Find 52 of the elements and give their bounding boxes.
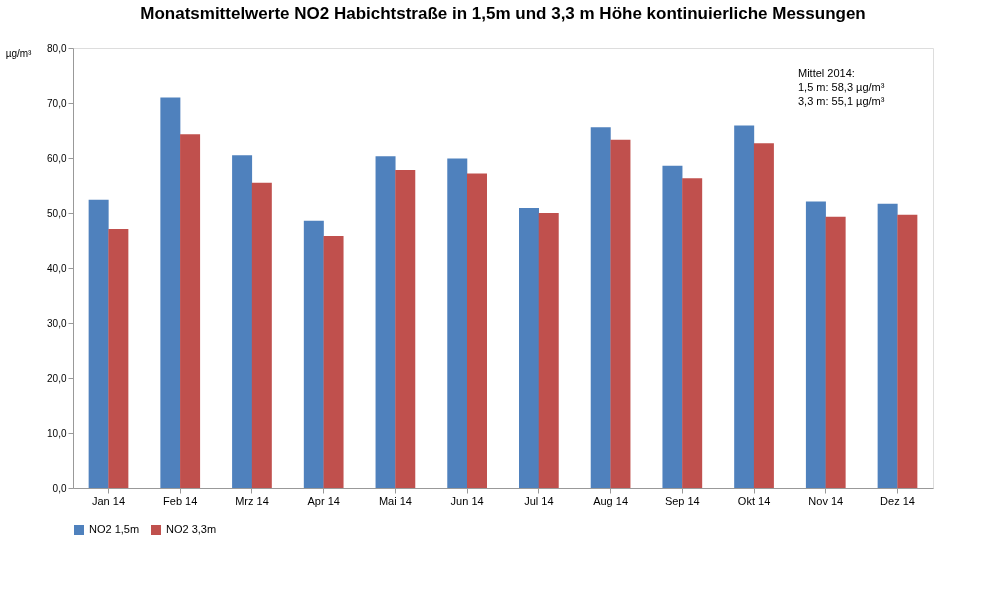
- y-tick-label: 70,0: [47, 97, 67, 109]
- bar: [303, 220, 324, 488]
- bar: [232, 155, 253, 488]
- bar: [662, 165, 683, 488]
- bar: [447, 158, 468, 488]
- y-tick-label: 0,0: [52, 482, 67, 494]
- bar: [897, 214, 918, 488]
- bar: [519, 208, 539, 488]
- y-tick-label: 60,0: [47, 152, 67, 164]
- x-tick-label: Okt 14: [737, 494, 771, 507]
- y-tick-label: 10,0: [47, 427, 67, 439]
- bar: [538, 213, 559, 488]
- bar: [251, 182, 272, 488]
- y-tick-label: 30,0: [47, 317, 67, 329]
- x-tick-label: Jan 14: [91, 494, 126, 507]
- x-tick-label: Nov 14: [808, 494, 844, 507]
- x-tick-label: Mrz 14: [235, 494, 269, 507]
- x-tick-label: Aug 14: [593, 494, 629, 507]
- x-tick-label: Apr 14: [307, 494, 340, 507]
- bar: [467, 173, 487, 488]
- y-tick-label: 80,0: [47, 42, 67, 54]
- legend-label: NO2 1,5m: [89, 523, 140, 535]
- x-tick-label: Feb 14: [163, 494, 198, 507]
- x-tick-label: Sep 14: [664, 494, 700, 507]
- bar: [753, 143, 774, 488]
- annotation: 3,3 m: 55,1 µg/m³: [798, 95, 885, 107]
- bar: [88, 199, 109, 488]
- bar: [180, 134, 201, 488]
- y-axis-title: µg/m³: [5, 47, 33, 59]
- annotation: 1,5 m: 58,3 µg/m³: [798, 81, 885, 93]
- bar: [682, 178, 703, 488]
- bar: [590, 127, 611, 488]
- annotation: Mittel 2014:: [798, 67, 855, 79]
- x-tick-label: Mai 14: [378, 494, 412, 507]
- bar: [160, 97, 181, 488]
- chart-title: Monatsmittelwerte NO2 Habichtstraße in 1,5m und 3,3 m Höhe kontinuierliche Messungen: [140, 4, 866, 23]
- bar: [610, 139, 631, 488]
- bar: [375, 156, 396, 488]
- bar: [877, 203, 898, 488]
- y-tick-label: 40,0: [47, 262, 67, 274]
- y-tick-label: 20,0: [47, 372, 67, 384]
- bar: [825, 216, 846, 488]
- bar: [395, 170, 416, 488]
- bar: [108, 228, 129, 488]
- bar: [734, 125, 755, 488]
- y-tick-label: 50,0: [47, 207, 67, 219]
- x-tick-label: Jun 14: [450, 494, 484, 507]
- legend-label: NO2 3,3m: [166, 523, 217, 535]
- bar: [805, 201, 826, 488]
- x-tick-label: Dez 14: [880, 494, 915, 507]
- x-tick-label: Jul 14: [524, 494, 554, 507]
- bar: [323, 236, 344, 488]
